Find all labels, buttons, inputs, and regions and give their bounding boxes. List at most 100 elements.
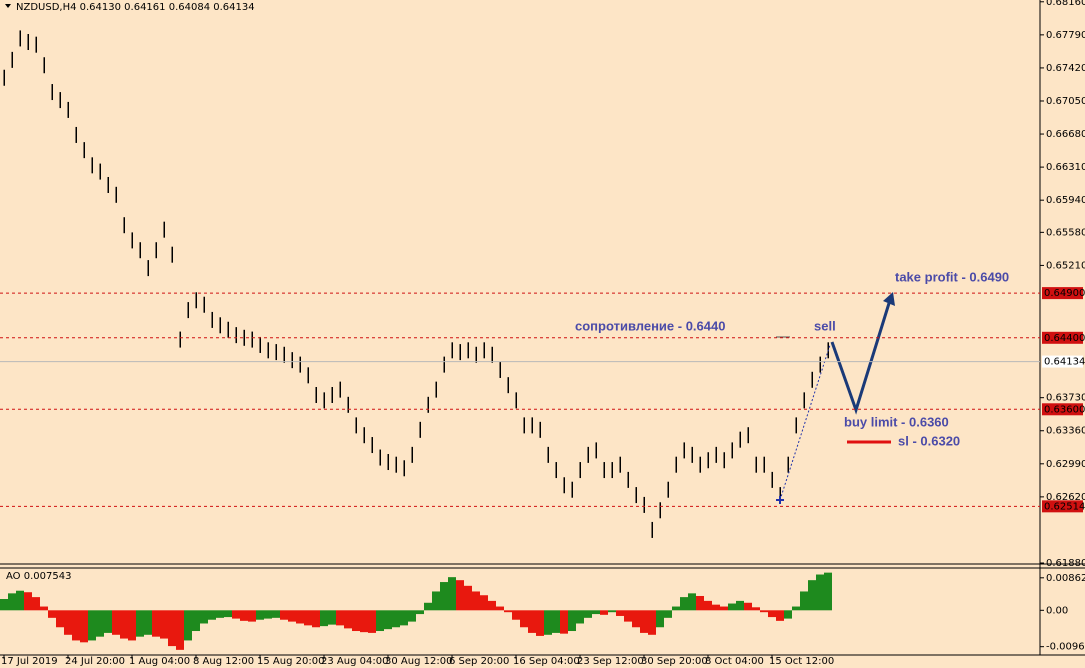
price-bar xyxy=(315,386,317,403)
price-bar xyxy=(803,392,805,409)
price-bar xyxy=(483,342,485,359)
ao-bar xyxy=(760,610,768,613)
price-bar xyxy=(779,487,781,504)
ao-bar xyxy=(320,610,328,627)
ao-bar xyxy=(776,610,784,621)
x-tick-label: 8 Oct 04:00 xyxy=(705,656,764,667)
x-tick-label: 30 Sep 20:00 xyxy=(641,656,708,667)
price-bar xyxy=(795,417,797,434)
price-bar xyxy=(595,442,597,459)
price-bar xyxy=(259,336,261,353)
y-tick-label: 0.67420 xyxy=(1046,63,1085,74)
price-bar xyxy=(19,30,21,47)
ao-bar xyxy=(192,610,200,632)
ao-bar xyxy=(576,610,584,624)
ao-bar xyxy=(352,610,360,632)
ao-bar xyxy=(608,610,616,613)
ao-bar xyxy=(248,610,256,622)
ao-bar xyxy=(368,610,376,633)
level-label-bg xyxy=(1042,355,1083,368)
x-tick-label: 23 Sep 12:00 xyxy=(577,656,644,667)
price-bar xyxy=(691,446,693,463)
ao-bar xyxy=(120,610,128,639)
price-bar xyxy=(3,69,5,86)
annotation: сопротивление - 0.6440 xyxy=(575,318,725,333)
price-bar xyxy=(627,471,629,488)
price-bar xyxy=(451,342,453,359)
ao-bar xyxy=(448,577,456,611)
price-bar xyxy=(27,34,29,51)
price-bar xyxy=(155,242,157,259)
price-bar xyxy=(611,462,613,479)
price-bar xyxy=(51,84,53,101)
ao-bar xyxy=(280,610,288,620)
ao-bar xyxy=(376,610,384,632)
ao-bar xyxy=(696,595,704,611)
price-bar xyxy=(603,462,605,479)
x-tick-label: 16 Sep 04:00 xyxy=(513,656,580,667)
ao-bar xyxy=(312,610,320,628)
ao-bar xyxy=(456,580,464,611)
price-bar xyxy=(203,296,205,313)
ao-bar xyxy=(632,610,640,628)
ao-bar xyxy=(616,610,624,616)
x-tick-label: 8 Aug 12:00 xyxy=(193,656,254,667)
price-bar xyxy=(99,163,101,180)
ao-bar xyxy=(216,610,224,618)
ao-bar xyxy=(72,610,80,641)
price-bar xyxy=(667,481,669,498)
annotation: sell xyxy=(814,318,836,333)
ao-bar xyxy=(472,591,480,611)
ao-bar xyxy=(520,610,528,628)
ao-bar xyxy=(592,610,600,615)
price-bar xyxy=(91,157,93,174)
price-bar xyxy=(771,471,773,488)
price-bar xyxy=(11,51,13,68)
ao-bar xyxy=(360,610,368,633)
y-tick-label: 0.62620 xyxy=(1046,492,1085,503)
y-tick-label: 0.65210 xyxy=(1046,260,1085,271)
level-label-bg xyxy=(1042,331,1083,344)
ao-bar xyxy=(656,610,664,628)
price-bar xyxy=(643,496,645,513)
price-bar xyxy=(435,381,437,398)
price-bar xyxy=(707,452,709,469)
ao-bar xyxy=(136,610,144,637)
header-icon xyxy=(5,4,11,8)
price-bar xyxy=(147,260,149,277)
price-bar xyxy=(363,427,365,444)
price-bar xyxy=(675,456,677,473)
price-bar xyxy=(659,502,661,519)
price-bar xyxy=(731,442,733,459)
price-bar xyxy=(299,356,301,373)
ao-bar xyxy=(704,600,712,611)
price-bar xyxy=(291,352,293,369)
price-bar xyxy=(355,417,357,434)
price-bar xyxy=(787,456,789,473)
price-bar xyxy=(243,329,245,346)
y-tick-label: 0.67050 xyxy=(1046,96,1085,107)
price-bar xyxy=(443,356,445,373)
price-bar xyxy=(171,246,173,263)
ao-bar xyxy=(80,610,88,643)
x-tick-label: 15 Aug 20:00 xyxy=(257,656,324,667)
price-bar xyxy=(331,386,333,403)
price-bar xyxy=(555,462,557,479)
price-bar xyxy=(403,460,405,477)
ao-bar xyxy=(128,610,136,641)
price-bar xyxy=(163,221,165,238)
ao-bar xyxy=(88,610,96,641)
price-bar xyxy=(635,487,637,504)
indicator-tick-label: -0.009655 xyxy=(1046,642,1085,653)
ao-bar xyxy=(112,610,120,635)
price-bar xyxy=(395,456,397,473)
ao-bar xyxy=(264,610,272,619)
price-bar xyxy=(123,217,125,234)
y-tick-label: 0.67790 xyxy=(1046,30,1085,41)
ao-bar xyxy=(232,610,240,619)
ao-bar xyxy=(104,610,112,633)
price-bar xyxy=(227,321,229,338)
ao-bar xyxy=(56,610,64,628)
ao-bar xyxy=(552,610,560,633)
price-bar xyxy=(211,311,213,328)
